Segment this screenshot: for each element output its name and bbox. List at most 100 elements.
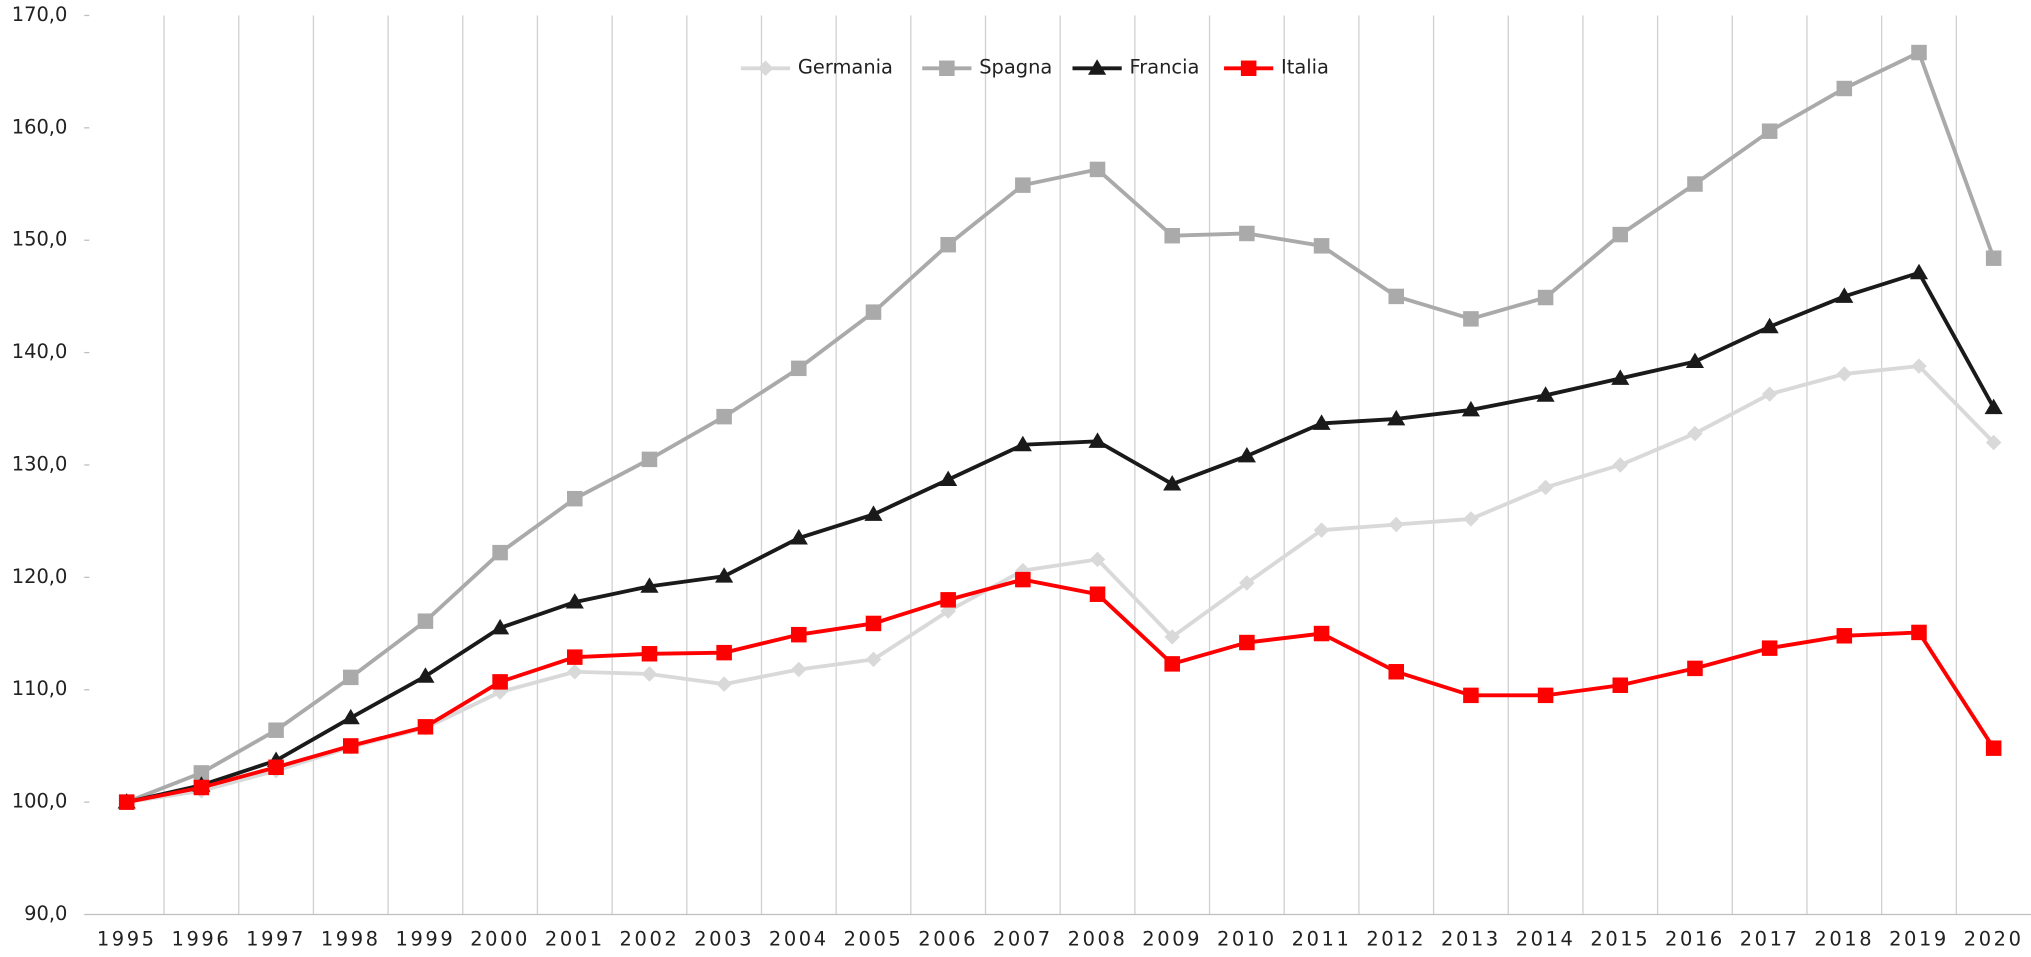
- marker: [1537, 479, 1554, 496]
- marker: [1463, 311, 1479, 327]
- marker: [940, 592, 956, 608]
- marker: [1164, 227, 1180, 244]
- series-line: [126, 270, 1996, 804]
- marker: [1836, 366, 1853, 382]
- marker: [865, 651, 882, 668]
- marker: [416, 667, 435, 683]
- marker: [1463, 687, 1479, 704]
- marker: [1835, 287, 1854, 303]
- marker: [1313, 238, 1330, 254]
- legend-label: Germania: [798, 56, 893, 79]
- marker: [193, 779, 210, 796]
- y-tick-label: 150,0: [12, 228, 68, 251]
- series-line: [126, 364, 1996, 805]
- marker: [1985, 740, 2002, 756]
- marker: [715, 567, 734, 583]
- legend-label: Spagna: [979, 56, 1052, 79]
- marker: [565, 593, 584, 609]
- marker: [865, 304, 882, 320]
- marker: [1611, 369, 1630, 385]
- marker: [1312, 414, 1331, 430]
- marker: [193, 765, 210, 781]
- x-tick-label: 2015: [1590, 928, 1650, 951]
- marker: [492, 544, 508, 561]
- marker: [1387, 409, 1406, 426]
- marker: [567, 649, 583, 665]
- legend-marker: [1088, 59, 1107, 75]
- marker: [1237, 446, 1256, 463]
- marker: [1984, 398, 2003, 415]
- x-tick-label: 1995: [97, 928, 157, 951]
- marker: [567, 664, 583, 680]
- x-tick-label: 2017: [1740, 928, 1800, 951]
- x-tick-label: 2004: [769, 928, 829, 951]
- x-tick-label: 1999: [396, 928, 456, 951]
- y-tick-label: 170,0: [12, 3, 68, 26]
- x-tick-label: 1996: [172, 928, 232, 951]
- x-tick-label: 2007: [993, 928, 1053, 951]
- y-tick-label: 140,0: [12, 340, 68, 363]
- marker: [1463, 511, 1479, 527]
- marker: [1239, 634, 1255, 651]
- x-tick-label: 2016: [1665, 928, 1725, 951]
- x-tick-label: 1997: [246, 928, 306, 951]
- marker: [1911, 624, 1927, 641]
- marker: [1313, 522, 1330, 538]
- marker: [1461, 400, 1480, 417]
- y-tick-label: 110,0: [12, 677, 68, 700]
- x-tick-label: 2011: [1292, 928, 1352, 951]
- marker: [1612, 677, 1629, 693]
- marker: [1313, 625, 1330, 642]
- marker: [268, 722, 284, 738]
- x-tick-label: 2014: [1516, 928, 1576, 951]
- marker: [1687, 176, 1703, 192]
- x-tick-label: 2010: [1217, 928, 1277, 951]
- x-tick-label: 2009: [1142, 928, 1202, 951]
- x-tick-label: 2013: [1441, 928, 1501, 951]
- marker: [641, 451, 658, 468]
- marker: [1015, 177, 1031, 193]
- marker: [1685, 352, 1705, 369]
- x-tick-label: 2001: [545, 928, 605, 951]
- marker: [939, 470, 958, 487]
- marker: [491, 618, 510, 635]
- marker: [417, 719, 434, 735]
- marker: [791, 626, 807, 643]
- marker: [716, 408, 732, 425]
- marker: [1911, 358, 1927, 374]
- marker: [1760, 317, 1779, 334]
- marker: [342, 738, 359, 754]
- legend-marker: [1240, 60, 1257, 76]
- marker: [342, 669, 359, 686]
- x-tick-label: 2005: [844, 928, 904, 951]
- x-tick-label: 2019: [1889, 928, 1949, 951]
- marker: [1836, 80, 1853, 97]
- marker: [940, 236, 956, 253]
- marker: [1537, 289, 1554, 306]
- marker: [567, 490, 583, 507]
- x-tick-label: 2018: [1814, 928, 1874, 951]
- marker: [1761, 123, 1778, 139]
- marker: [1388, 664, 1405, 680]
- y-tick-label: 130,0: [12, 453, 68, 476]
- marker: [417, 613, 434, 629]
- marker: [1089, 161, 1106, 178]
- marker: [1836, 628, 1853, 644]
- legend-label: Francia: [1129, 56, 1199, 79]
- marker: [1909, 263, 1929, 280]
- marker: [1761, 386, 1778, 402]
- series: [118, 571, 2002, 810]
- y-tick-label: 160,0: [12, 115, 68, 138]
- marker: [1089, 586, 1106, 602]
- marker: [1536, 386, 1555, 402]
- marker: [1985, 250, 2002, 266]
- y-tick-label: 90,0: [24, 902, 67, 925]
- marker: [716, 676, 732, 692]
- marker: [641, 666, 658, 682]
- marker: [1612, 226, 1629, 243]
- marker: [789, 529, 808, 545]
- marker: [1537, 687, 1554, 704]
- marker: [1388, 288, 1405, 305]
- marker: [865, 615, 882, 632]
- marker: [1239, 225, 1255, 242]
